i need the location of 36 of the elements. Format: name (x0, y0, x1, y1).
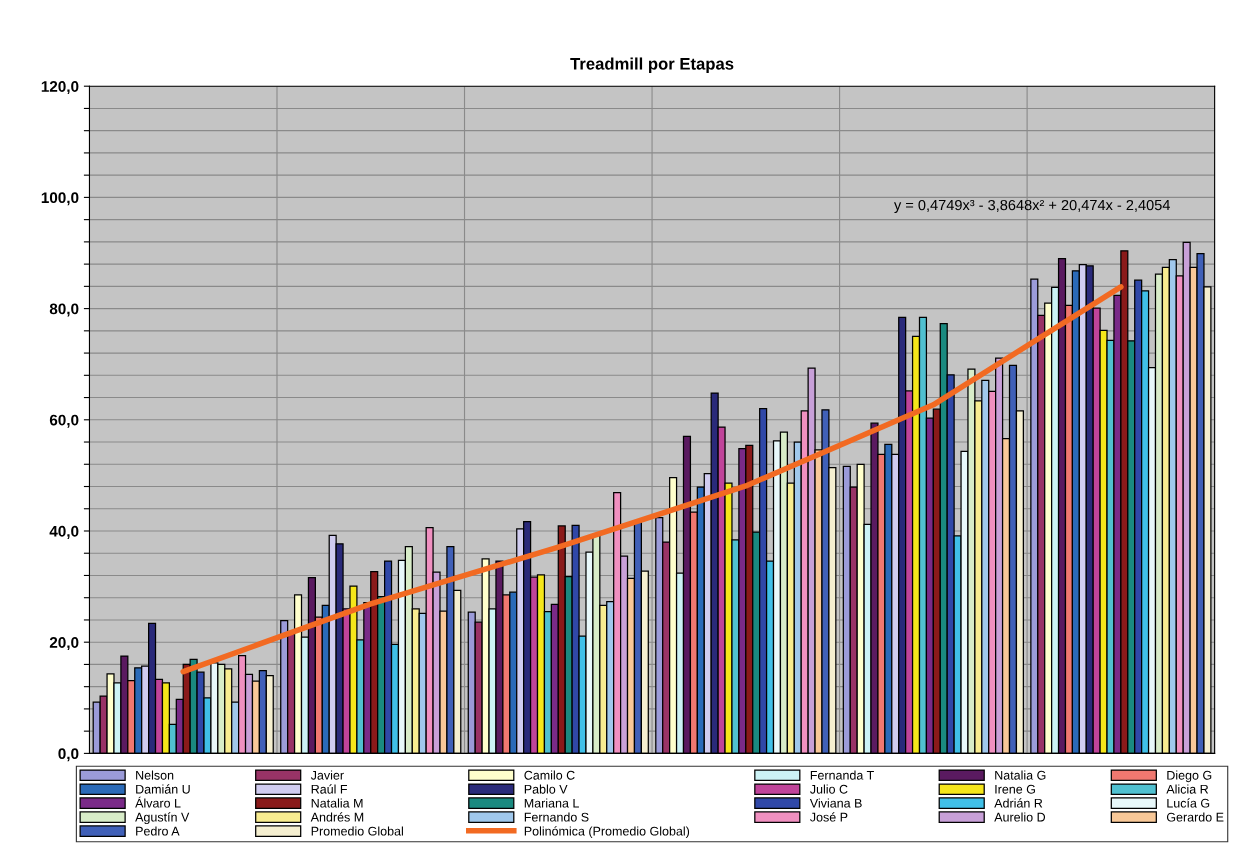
legend-label: Promedio Global (311, 826, 403, 836)
legend-label: Viviana B (809, 798, 862, 808)
legend-label: Agustín V (135, 812, 190, 825)
legend-label: Natalia M (311, 798, 363, 808)
legend-label: Lucía G (1167, 798, 1210, 808)
legend-label: Mariana L (524, 798, 579, 808)
legend-label: Pablo V (524, 784, 568, 794)
legend-label: Pedro A (136, 826, 180, 836)
legend-label: Gerardo E (1166, 812, 1224, 822)
y-tick-label: 0,0 (58, 748, 79, 762)
legend-label: Andrés M (310, 812, 364, 822)
legend-label: Fernando S (524, 812, 589, 822)
y-tick-label: 20,0 (49, 637, 79, 651)
legend-label: Adrián R (994, 798, 1043, 808)
legend-label: Álvaro L (135, 796, 181, 808)
y-tick-label: 80,0 (49, 303, 79, 317)
chart-title: Treadmill por Etapas (570, 57, 734, 73)
legend-label: Fernanda T (810, 770, 874, 780)
legend-label: Damián U (136, 784, 190, 794)
legend-label: Camilo C (524, 770, 575, 780)
y-tick-label: 120,0 (41, 81, 79, 95)
legend-label: Natalia G (995, 770, 1046, 780)
legend-label: José P (810, 812, 848, 822)
legend-label: Alicia R (1166, 784, 1209, 794)
y-tick-label: 40,0 (49, 525, 79, 539)
legend-label: Nelson (136, 770, 174, 780)
legend-label: Aurelio D (994, 812, 1046, 822)
legend-label: Diego G (1167, 770, 1212, 783)
y-tick-label: 100,0 (41, 192, 79, 206)
y-tick-label: 60,0 (49, 414, 79, 428)
annotation: y = 0,4749x³ - 3,8648x² + 20,474x - 2,4054 (894, 199, 1170, 214)
legend-label: Irene G (995, 784, 1035, 794)
legend-label: Julio C (810, 784, 848, 794)
legend-label: Raúl F (311, 784, 348, 794)
legend-label: Javier (310, 770, 344, 780)
legend-label: Polinómica (Promedio Global) (524, 826, 690, 839)
